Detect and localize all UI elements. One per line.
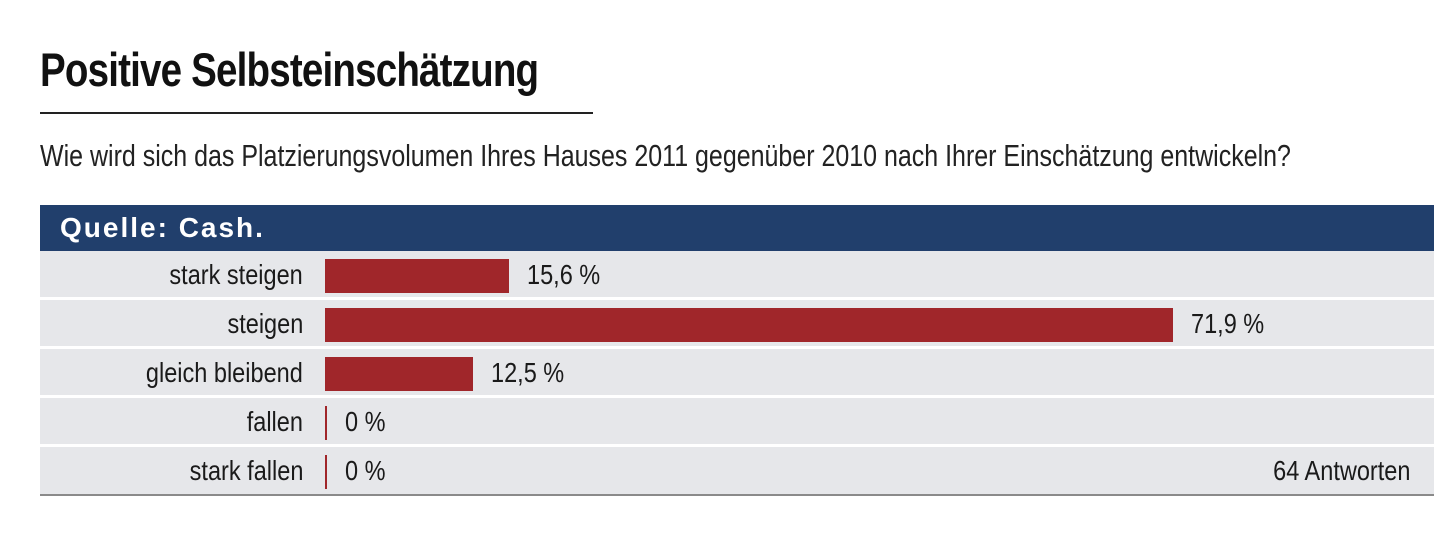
title-underline xyxy=(40,112,593,114)
value-label: 15,6 % xyxy=(527,259,601,290)
table-row: gleich bleibend 12,5 % xyxy=(40,349,1434,398)
category-label: gleich bleibend xyxy=(146,357,303,388)
category-label: stark steigen xyxy=(169,259,303,290)
value-label: 0 % xyxy=(345,406,386,437)
response-count: 64 Antworten xyxy=(1272,455,1410,486)
value-label: 0 % xyxy=(345,455,386,486)
table-row: stark fallen 0 % 64 Antworten xyxy=(40,447,1434,496)
chart-subtitle: Wie wird sich das Platzierungsvolumen Ih… xyxy=(40,138,1291,173)
table-row: fallen 0 % xyxy=(40,398,1434,447)
bar xyxy=(325,308,1173,342)
value-label: 12,5 % xyxy=(491,357,565,388)
bar xyxy=(325,455,327,489)
bar xyxy=(325,259,509,293)
source-header: Quelle: Cash. xyxy=(40,205,1434,251)
chart-title: Positive Selbsteinschätzung xyxy=(40,43,539,96)
category-label: fallen xyxy=(246,406,303,437)
value-label: 71,9 % xyxy=(1191,308,1265,339)
bar xyxy=(325,406,327,440)
category-label: stark fallen xyxy=(189,455,303,486)
table-row: stark steigen 15,6 % xyxy=(40,251,1434,300)
source-label: Quelle: Cash. xyxy=(60,212,265,243)
bar xyxy=(325,357,473,391)
table-row: steigen 71,9 % xyxy=(40,300,1434,349)
category-label: steigen xyxy=(227,308,303,339)
